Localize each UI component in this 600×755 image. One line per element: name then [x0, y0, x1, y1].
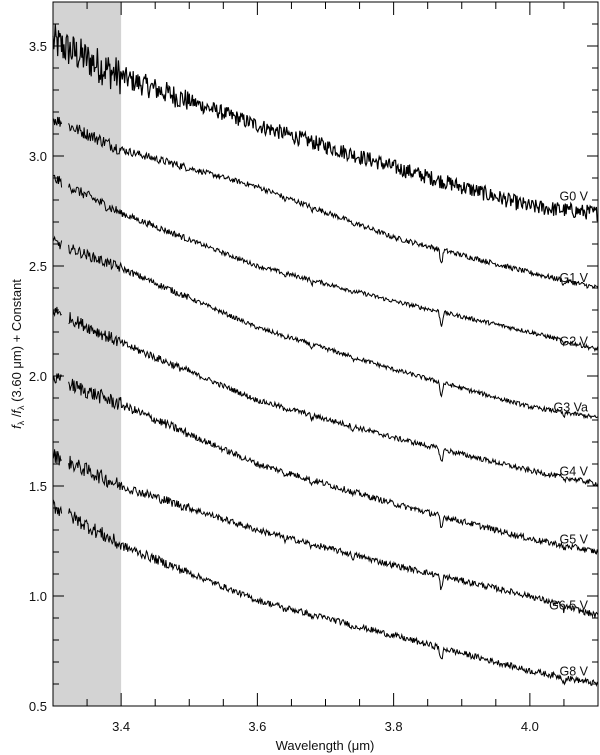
- y-tick-label: 2.0: [29, 369, 47, 384]
- series-label: G1 V: [560, 271, 589, 285]
- series-label: G2 V: [560, 335, 589, 349]
- series-label: G8 V: [560, 665, 589, 679]
- y-tick-label: 2.5: [29, 259, 47, 274]
- spectra-lines: [52, 24, 599, 688]
- shaded-band: [53, 2, 122, 706]
- x-axis: 3.4 3.6 3.8 4.0: [52, 2, 599, 734]
- spectrum-line-g1-v: [52, 116, 599, 290]
- x-tick-label: 4.0: [521, 719, 539, 734]
- x-tick-label: 3.4: [112, 719, 130, 734]
- y-tick-label: 3.0: [29, 149, 47, 164]
- plot-frame: [52, 1, 599, 707]
- shaded-region: [53, 2, 122, 706]
- y-axis-title: fλ /fλ (3.60 μm) + Constant: [9, 279, 26, 429]
- spectrum-line-g8-v: [52, 499, 598, 688]
- series-labels: G0 V G1 V G2 V G3 Va G4 V G5 V G6.5 V G8 V: [549, 189, 589, 678]
- y-axis: 0.5 1.0 1.5 2.0 2.5 3.0 3.5: [29, 1, 598, 714]
- spectrum-line-g5-v: [52, 373, 599, 555]
- spectrum-line-g4-v: [52, 306, 599, 487]
- x-tick-label: 3.8: [385, 719, 403, 734]
- series-label: G0 V: [560, 189, 589, 203]
- y-tick-label: 1.5: [29, 479, 47, 494]
- y-tick-label: 1.0: [29, 589, 47, 604]
- spectrum-line-g0-v: [52, 24, 599, 222]
- plot-border: [52, 1, 599, 707]
- series-label: G4 V: [560, 464, 589, 478]
- x-axis-title: Wavelength (μm): [276, 738, 375, 753]
- spectrum-line-g2-v: [52, 174, 599, 353]
- y-tick-label: 3.5: [29, 39, 47, 54]
- y-tick-label: 0.5: [29, 699, 47, 714]
- spectrum-line-g6-5-v: [52, 449, 599, 619]
- series-label: G3 Va: [553, 401, 588, 415]
- series-label: G6.5 V: [549, 599, 589, 613]
- spectrum-line-g3-va: [52, 235, 599, 420]
- x-tick-label: 3.6: [248, 719, 266, 734]
- series-label: G5 V: [560, 533, 589, 547]
